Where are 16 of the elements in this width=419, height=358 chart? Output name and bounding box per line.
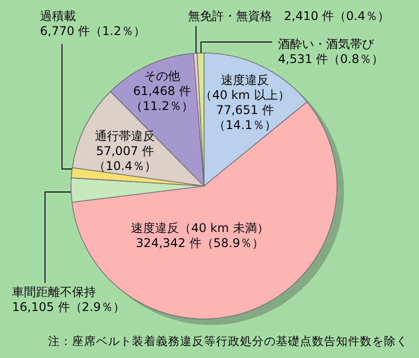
data-label: 4,531 件（0.8％） xyxy=(278,52,384,66)
data-label: 61,468 件（11.2％） xyxy=(130,84,194,113)
slice-label: 通行帯違反 xyxy=(95,129,155,143)
data-label: 324,342 件（58.9％） xyxy=(136,236,264,250)
data-label: 57,007 件（10.4％） xyxy=(94,144,156,173)
slice-label: その他 xyxy=(144,69,180,83)
data-label: 6,770 件（1.2％） xyxy=(40,24,146,38)
text: 注：座席ベルト装着義務違反等行政処分の基礎点数告知件数を除く xyxy=(48,334,408,348)
slice-label: 車間距離不保持 xyxy=(12,285,96,299)
slice-label: 無免許・無資格 2,410 件（0.4％） xyxy=(188,9,390,23)
slice-label: 速度違反（40 km 以上） xyxy=(200,73,290,102)
data-label: 77,651 件（14.1％） xyxy=(214,103,276,132)
slice-label: 速度違反（40 km 未満） xyxy=(131,221,269,235)
slice-label: 過積載 xyxy=(40,9,76,23)
data-label: 16,105 件（2.9％） xyxy=(12,300,125,314)
slice-label: 酒酔い・酒気帯び xyxy=(278,37,375,51)
